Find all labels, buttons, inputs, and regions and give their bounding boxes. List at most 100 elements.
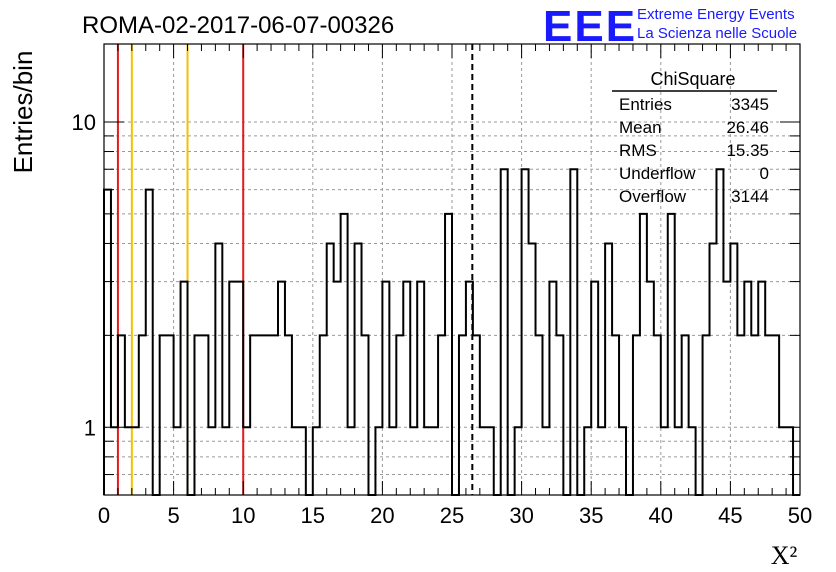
histogram-bin [222, 427, 229, 495]
histogram-bin [278, 282, 285, 495]
histogram-bin [396, 335, 403, 495]
histogram-bin [758, 282, 765, 495]
histogram-bin [445, 214, 452, 495]
histogram-bin [201, 335, 208, 495]
stats-box: ChiSquare Entries 3345 Mean 26.46 RMS 15… [612, 69, 777, 206]
histogram-bin [710, 243, 717, 495]
histogram-bin [737, 335, 744, 495]
histogram-bin [515, 427, 522, 495]
histogram-bin [536, 335, 543, 495]
histogram-bin [111, 427, 118, 495]
histogram-bin [181, 282, 188, 495]
histogram-bin [382, 282, 389, 495]
histogram-bin [765, 335, 772, 495]
histogram-bin [751, 335, 758, 495]
histogram-bin [264, 335, 271, 495]
stats-value-mean: 26.46 [726, 118, 769, 137]
x-tick-label: 15 [301, 503, 325, 528]
histogram-bin [125, 427, 132, 495]
histogram-bin [104, 190, 111, 495]
histogram-bin [160, 335, 167, 495]
x-axis-label: X² [771, 541, 798, 570]
stats-label-underflow: Underflow [619, 164, 696, 183]
histogram-bin [271, 335, 278, 495]
histogram-bin [549, 282, 556, 495]
histogram-bin [292, 427, 299, 495]
histogram-bin [619, 427, 626, 495]
histogram-bin [313, 427, 320, 495]
x-tick-label: 20 [370, 503, 394, 528]
stats-label-mean: Mean [619, 118, 662, 137]
histogram-bin [542, 427, 549, 495]
histogram-bin [146, 190, 153, 495]
histogram-bin [591, 282, 598, 495]
x-tick-label: 25 [440, 503, 464, 528]
histogram-bin [410, 427, 417, 495]
histogram-bin [480, 427, 487, 495]
chart-title: ROMA-02-2017-06-07-00326 [82, 12, 394, 39]
x-tick-label: 35 [579, 503, 603, 528]
histogram-bin [215, 243, 222, 495]
histogram-bin [556, 335, 563, 495]
x-tick-label: 10 [231, 503, 255, 528]
histogram-bin [730, 243, 737, 495]
histogram-bin [487, 427, 494, 495]
x-tick-label: 50 [788, 503, 812, 528]
histogram-bin [236, 282, 243, 495]
histogram-bin [194, 335, 201, 495]
histogram-bin [132, 427, 139, 495]
histogram-bin [327, 243, 334, 495]
histogram-bin [139, 335, 146, 495]
histogram-bin [320, 335, 327, 495]
histogram-bin [285, 335, 292, 495]
histogram-bin [389, 427, 396, 495]
histogram-bin [466, 282, 473, 495]
histogram-bin [438, 335, 445, 495]
histogram-bin [250, 335, 257, 495]
x-tick-label: 45 [718, 503, 742, 528]
stats-label-overflow: Overflow [619, 187, 687, 206]
histogram-bin [716, 169, 723, 495]
histogram-bin [570, 169, 577, 495]
histogram-bin [473, 335, 480, 495]
histogram-bin [633, 335, 640, 495]
histogram-bin [675, 427, 682, 495]
eee-logo-line1: Extreme Energy Events [637, 6, 795, 23]
histogram-outline [103, 168, 800, 496]
histogram-bin [167, 335, 174, 495]
y-tick-label: 1 [84, 415, 96, 440]
histogram-series [103, 168, 800, 496]
histogram-bin [341, 214, 348, 495]
x-tick-label: 30 [509, 503, 533, 528]
histogram-bin [362, 335, 369, 495]
histogram-bin [417, 282, 424, 495]
histogram-bin [501, 169, 508, 495]
histogram-bin [682, 335, 689, 495]
histogram-bin [424, 427, 431, 495]
histogram-bin [668, 214, 675, 495]
histogram-bin [612, 335, 619, 495]
histogram-bin [689, 427, 696, 495]
x-tick-labels: 0 5 10 15 20 25 30 35 40 45 50 [98, 503, 812, 528]
histogram-bin [431, 427, 438, 495]
histogram-bin [654, 335, 661, 495]
stats-value-entries: 3345 [731, 95, 769, 114]
histogram-bin [174, 427, 181, 495]
histogram-bin [334, 282, 341, 495]
histogram-bin [703, 335, 710, 495]
histogram-bin [118, 335, 125, 495]
histogram-bin [647, 282, 654, 495]
histogram-bin [243, 427, 250, 495]
histogram-bin [744, 282, 751, 495]
histogram-bin [403, 282, 410, 495]
histogram-bin [598, 427, 605, 495]
stats-value-rms: 15.35 [726, 141, 769, 160]
stats-label-rms: RMS [619, 141, 657, 160]
y-tick-labels: 1 10 [72, 110, 96, 440]
histogram-bin [723, 282, 730, 495]
stats-label-entries: Entries [619, 95, 672, 114]
histogram-bin [522, 169, 529, 495]
histogram-bin [208, 427, 215, 495]
